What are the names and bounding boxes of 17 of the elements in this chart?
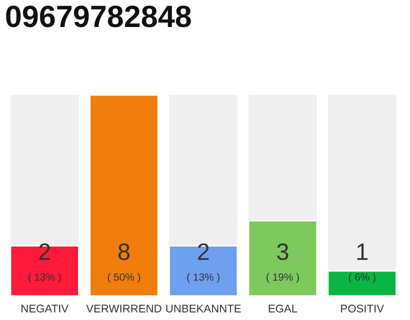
x-tick-label: POSITIV bbox=[341, 304, 384, 312]
data-label: 3 bbox=[277, 243, 288, 260]
data-label: 8 bbox=[118, 243, 130, 260]
data-label: 2 bbox=[198, 243, 209, 260]
annotation: ( 13% ) bbox=[187, 273, 220, 283]
data-label: 1 bbox=[357, 244, 368, 260]
data-label: 2 bbox=[39, 243, 50, 260]
annotation: ( 13% ) bbox=[28, 273, 61, 283]
chart-title: 09679782848 bbox=[6, 6, 191, 28]
bar bbox=[327, 270, 397, 296]
x-tick-label: UNBEKANNTE bbox=[166, 304, 241, 312]
x-tick-label: VERWIRREND bbox=[86, 304, 162, 312]
x-tick-label: NEGATIV bbox=[22, 304, 69, 312]
annotation: ( 19% ) bbox=[266, 273, 299, 283]
annotation: ( 6% ) bbox=[348, 273, 376, 283]
x-tick-label: EGAL bbox=[268, 304, 298, 312]
annotation: ( 50% ) bbox=[108, 273, 140, 283]
